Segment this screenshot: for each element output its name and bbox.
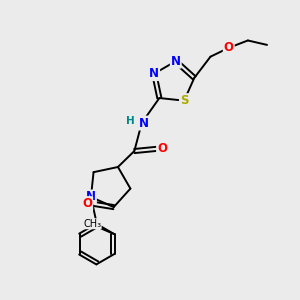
Text: O: O xyxy=(224,41,234,54)
Text: O: O xyxy=(157,142,167,155)
Text: N: N xyxy=(86,190,96,203)
Text: N: N xyxy=(171,55,181,68)
Text: S: S xyxy=(180,94,188,107)
Text: N: N xyxy=(139,117,149,130)
Text: O: O xyxy=(82,197,92,210)
Text: H: H xyxy=(126,116,135,126)
Text: CH₃: CH₃ xyxy=(83,219,101,229)
Text: N: N xyxy=(149,67,159,80)
